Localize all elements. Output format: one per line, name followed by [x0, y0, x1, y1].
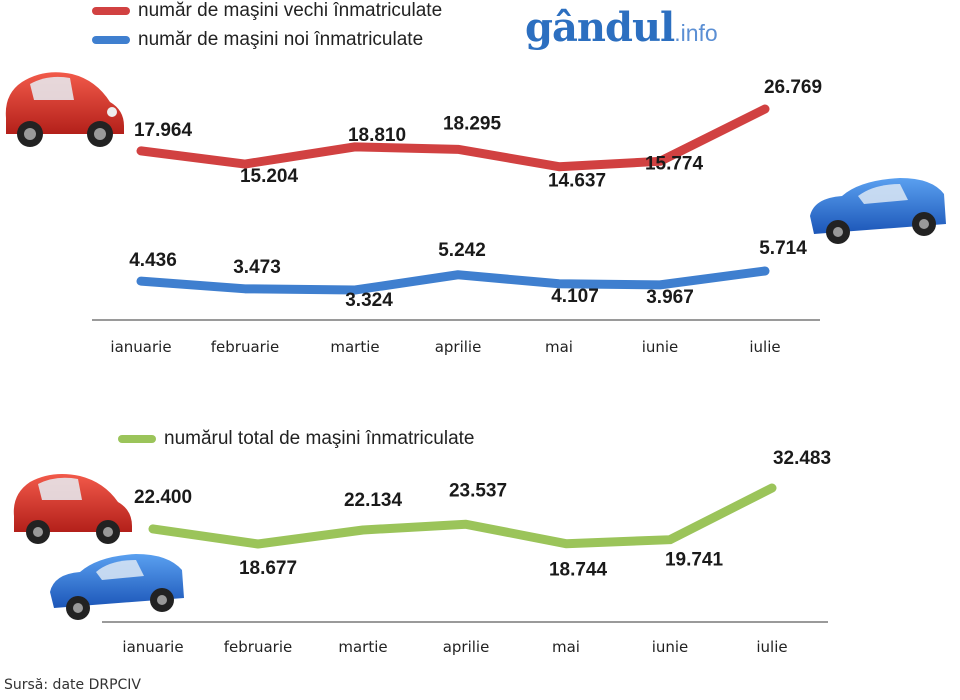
bottom-x-tick-label: martie [338, 638, 387, 656]
total-data-label: 18.677 [239, 558, 297, 579]
logo-suffix: .info [674, 20, 718, 46]
legend-total-swatch [118, 435, 156, 443]
bottom-x-tick-label: aprilie [443, 638, 490, 656]
new-data-label: 3.324 [345, 290, 393, 311]
new-data-label: 3.473 [233, 257, 281, 278]
old-car-icon-2 [13, 474, 132, 544]
total-series-line [148, 483, 777, 549]
top-x-tick-label: aprilie [435, 338, 482, 356]
old-data-label: 18.295 [443, 113, 502, 134]
top-x-tick-label: iunie [642, 338, 679, 356]
total-data-label: 23.537 [449, 480, 507, 501]
old-data-label: 18.810 [348, 125, 406, 146]
old-car-icon [5, 72, 124, 147]
source-note: Sursă: date DRPCIV [4, 677, 142, 693]
old-data-label: 15.774 [645, 153, 704, 174]
new-data-label: 5.714 [759, 238, 807, 259]
old-data-label: 26.769 [764, 77, 822, 98]
total-data-label: 22.400 [134, 487, 192, 508]
legend-old-swatch [92, 7, 130, 15]
legend-old-label: număr de maşini vechi înmatriculate [138, 0, 443, 21]
bottom-x-tick-label: ianuarie [122, 638, 183, 656]
legend-new-label: număr de maşini noi înmatriculate [138, 29, 424, 50]
new-data-label: 4.107 [551, 286, 599, 307]
old-data-label: 17.964 [134, 120, 193, 141]
top-x-tick-label: martie [330, 338, 379, 356]
top-x-tick-label: februarie [211, 338, 279, 356]
logo-name: gândul [525, 4, 675, 51]
bottom-x-tick-label: iulie [756, 638, 787, 656]
bottom-x-tick-label: mai [552, 638, 580, 656]
new-car-icon-2 [50, 554, 184, 620]
total-data-label: 18.744 [549, 560, 608, 581]
top-x-tick-label: ianuarie [110, 338, 171, 356]
old-series-line [136, 104, 770, 172]
new-data-label: 3.967 [646, 287, 694, 308]
legend-old: număr de maşini vechi înmatriculate [92, 0, 442, 22]
new-series-line [136, 266, 770, 295]
total-data-label: 22.134 [344, 490, 403, 511]
old-data-label: 14.637 [548, 171, 606, 192]
bottom-x-tick-label: februarie [224, 638, 292, 656]
new-car-icon [810, 178, 946, 244]
old-data-label: 15.204 [240, 166, 299, 187]
legend-new: număr de maşini noi înmatriculate [92, 29, 423, 51]
new-data-label: 5.242 [438, 240, 486, 261]
legend-total-label: numărul total de maşini înmatriculate [164, 428, 475, 449]
bottom-x-tick-label: iunie [652, 638, 689, 656]
legend-total: numărul total de maşini înmatriculate [118, 428, 474, 450]
logo: gândul.info [525, 4, 718, 51]
top-x-tick-label: mai [545, 338, 573, 356]
new-data-label: 4.436 [129, 250, 177, 271]
total-data-label: 19.741 [665, 550, 724, 571]
legend-new-swatch [92, 36, 130, 44]
total-data-label: 32.483 [773, 448, 831, 469]
top-x-tick-label: iulie [749, 338, 780, 356]
